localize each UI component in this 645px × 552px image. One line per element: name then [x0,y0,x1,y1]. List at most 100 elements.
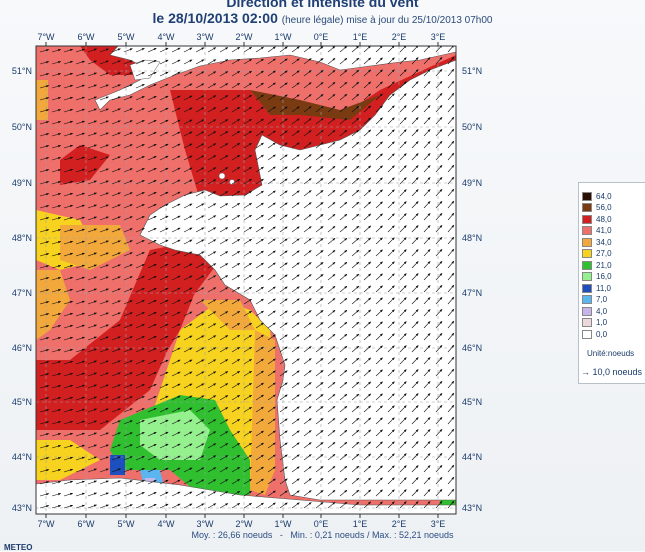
wind-arrow [219,335,229,341]
wind-arrow [375,129,383,137]
wind-arrow [171,215,181,221]
wind-arrow [207,299,217,305]
lat-label-right: 50°N [462,122,482,132]
wind-arrow [339,153,348,161]
wind-arrow [123,228,133,233]
wind-arrow [303,214,312,221]
wind-arrow [447,356,455,365]
wind-arrow [75,300,86,305]
wind-arrow [219,95,229,101]
wind-arrow [123,84,133,89]
wind-arrow [447,68,455,77]
wind-arrow [279,82,288,89]
wind-arrow [123,156,133,161]
wind-arrow [195,191,205,197]
wind-arrow [255,250,265,257]
wind-arrow [75,48,86,53]
wind-arrow [435,236,443,245]
wind-arrow [231,154,241,161]
wind-arrow [51,193,62,197]
wind-arrow [363,189,372,197]
wind-arrow [75,96,86,101]
wind-arrow [195,323,205,329]
wind-arrow [123,348,133,353]
wind-arrow [279,118,288,125]
lon-label-top: 0°E [314,32,329,42]
wind-arrow [111,348,121,353]
wind-arrow [255,46,265,53]
wind-arrow [435,68,443,77]
wind-arrow [351,273,360,281]
wind-arrow [231,130,241,137]
wind-arrow [387,237,395,245]
wind-arrow [315,274,324,281]
wind-arrow [111,180,121,185]
map-title: Direction et intensité du vent [226,0,419,10]
wind-arrow [75,252,86,257]
wind-arrow [243,142,253,149]
legend-swatch [582,214,592,224]
wind-arrow [411,357,419,365]
legend-value: 11,0 [596,283,611,293]
wind-arrow [147,216,157,221]
wind-arrow [351,93,360,101]
wind-arrow [375,273,383,281]
wind-arrow [195,131,205,137]
wind-arrow [183,167,193,173]
wind-arrow [183,83,193,89]
wind-arrow [147,192,157,197]
wind-arrow [303,178,312,185]
wind-arrow [363,165,372,173]
lat-label-right: 44°N [462,452,482,462]
wind-arrow [363,141,372,149]
wind-arrow [387,46,395,53]
wind-arrow [303,346,312,353]
wind-arrow [399,321,407,329]
wind-arrow [387,213,395,221]
wind-arrow [315,358,324,365]
wind-arrow [159,119,169,125]
wind-arrow [219,179,229,185]
wind-arrow [51,169,62,173]
lat-label-right: 46°N [462,343,482,353]
wind-arrow [447,212,455,221]
wind-arrow [291,178,300,185]
wind-arrow [399,177,407,185]
wind-arrow [315,310,324,317]
wind-arrow [339,81,348,89]
wind-arrow [267,346,276,353]
wind-arrow [231,178,241,185]
wind-arrow [39,133,50,137]
wind-arrow [195,311,205,317]
lon-label-top: 1°W [274,32,292,42]
lat-label-right: 47°N [462,288,482,298]
wind-arrow [303,118,312,125]
wind-arrow [183,359,193,365]
wind-arrow [351,345,360,353]
wind-arrow [111,228,121,233]
wind-arrow [279,106,288,113]
wind-arrow [267,190,276,197]
wind-arrow [411,237,419,245]
wind-arrow [303,274,312,281]
wind-arrow [87,180,98,185]
wind-arrow [399,201,407,209]
wind-arrow [171,299,181,305]
wind-arrow [291,154,300,161]
wind-arrow [195,359,205,365]
wind-arrow [315,202,324,209]
wind-arrow [51,145,62,149]
wind-arrow [75,276,86,281]
wind-arrow [99,48,109,53]
wind-arrow [255,274,265,281]
lat-label-right: 49°N [462,178,482,188]
wind-arrow [75,84,86,89]
wind-arrow [147,144,157,149]
wind-arrow [351,153,360,161]
wind-arrow [231,310,241,317]
wind-arrow [375,333,383,341]
wind-arrow [387,117,395,125]
wind-arrow [447,140,455,149]
wind-arrow [159,251,169,257]
wind-arrow [195,47,205,53]
